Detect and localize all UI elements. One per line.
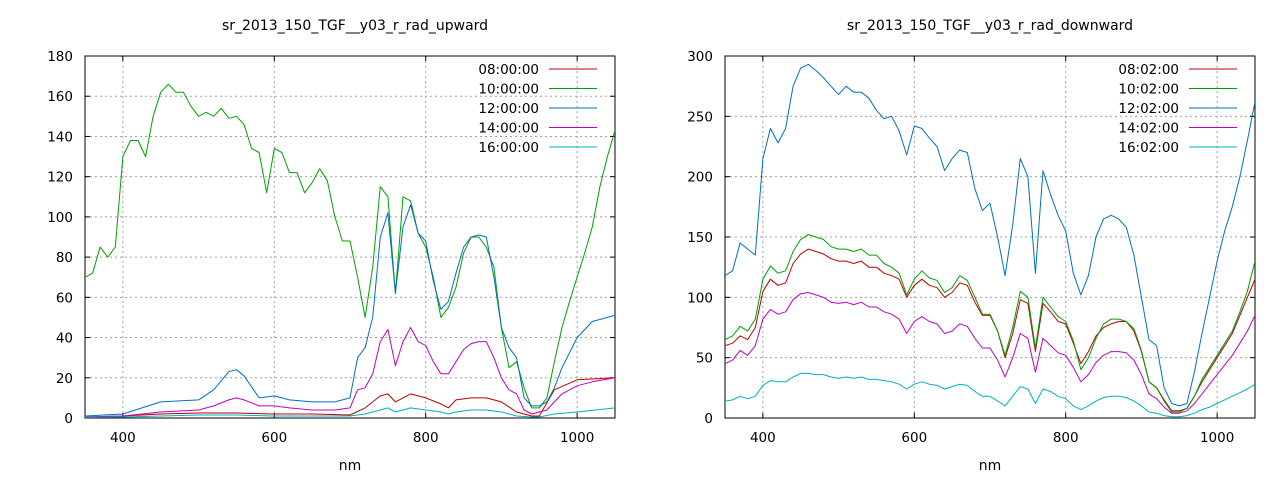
legend-label: 14:02:00	[1118, 121, 1179, 137]
y-tick-label: 20	[56, 371, 73, 387]
x-tick-label: 800	[1053, 430, 1079, 446]
chart-title: sr_2013_150_TGF__y03_r_rad_upward	[222, 18, 488, 34]
legend-label: 14:00:00	[478, 121, 539, 137]
legend-label: 16:00:00	[478, 140, 539, 156]
y-tick-label: 40	[56, 331, 73, 347]
y-tick-label: 160	[47, 89, 73, 105]
x-tick-label: 600	[261, 430, 287, 446]
x-tick-label: 800	[413, 430, 439, 446]
legend-label: 12:00:00	[478, 101, 539, 117]
x-tick-label: 600	[901, 430, 927, 446]
x-tick-label: 400	[750, 430, 776, 446]
legend-label: 08:02:00	[1118, 62, 1179, 78]
chart-title: sr_2013_150_TGF__y03_r_rad_downward	[847, 18, 1133, 34]
plot-frame	[84, 55, 616, 419]
y-tick-label: 0	[704, 411, 713, 427]
series-line-08-00-00	[85, 377, 615, 418]
y-tick-label: 60	[56, 290, 73, 306]
x-tick-label: 400	[110, 430, 136, 446]
legend-label: 16:02:00	[1118, 140, 1179, 156]
series-line-08-02-00	[725, 248, 1255, 412]
x-tick-label: 1000	[560, 430, 594, 446]
y-tick-label: 100	[687, 290, 713, 306]
y-tick-label: 120	[47, 170, 73, 186]
y-tick-label: 100	[47, 210, 73, 226]
y-tick-label: 200	[687, 170, 713, 186]
series-line-14-02-00	[725, 292, 1255, 414]
chart-panel-2: sr_2013_150_TGF__y03_r_rad_downward 400 60…	[687, 18, 1256, 474]
y-tick-label: 180	[47, 49, 73, 65]
x-axis-label: nm	[339, 458, 362, 474]
legend-label: 12:02:00	[1118, 101, 1179, 117]
y-tick-label: 0	[64, 411, 73, 427]
series-line-12-00-00	[85, 204, 615, 417]
y-tick-label: 300	[687, 49, 713, 65]
series-line-16-02-00	[725, 372, 1255, 418]
series-line-14-00-00	[85, 327, 615, 418]
x-tick-label: 1000	[1200, 430, 1234, 446]
y-tick-label: 150	[687, 230, 713, 246]
y-tick-label: 80	[56, 250, 73, 266]
series-line-16-00-00	[85, 407, 615, 418]
legend-label: 08:00:00	[478, 62, 539, 78]
series-line-12-02-00	[725, 63, 1255, 407]
y-tick-label: 140	[47, 129, 73, 145]
x-axis-label: nm	[979, 458, 1002, 474]
y-tick-label: 250	[687, 109, 713, 125]
y-tick-label: 50	[696, 351, 713, 367]
series-line-10-00-00	[85, 83, 615, 409]
legend-label: 10:02:00	[1118, 82, 1179, 98]
legend-label: 10:00:00	[478, 82, 539, 98]
series-line-10-02-00	[725, 234, 1255, 413]
